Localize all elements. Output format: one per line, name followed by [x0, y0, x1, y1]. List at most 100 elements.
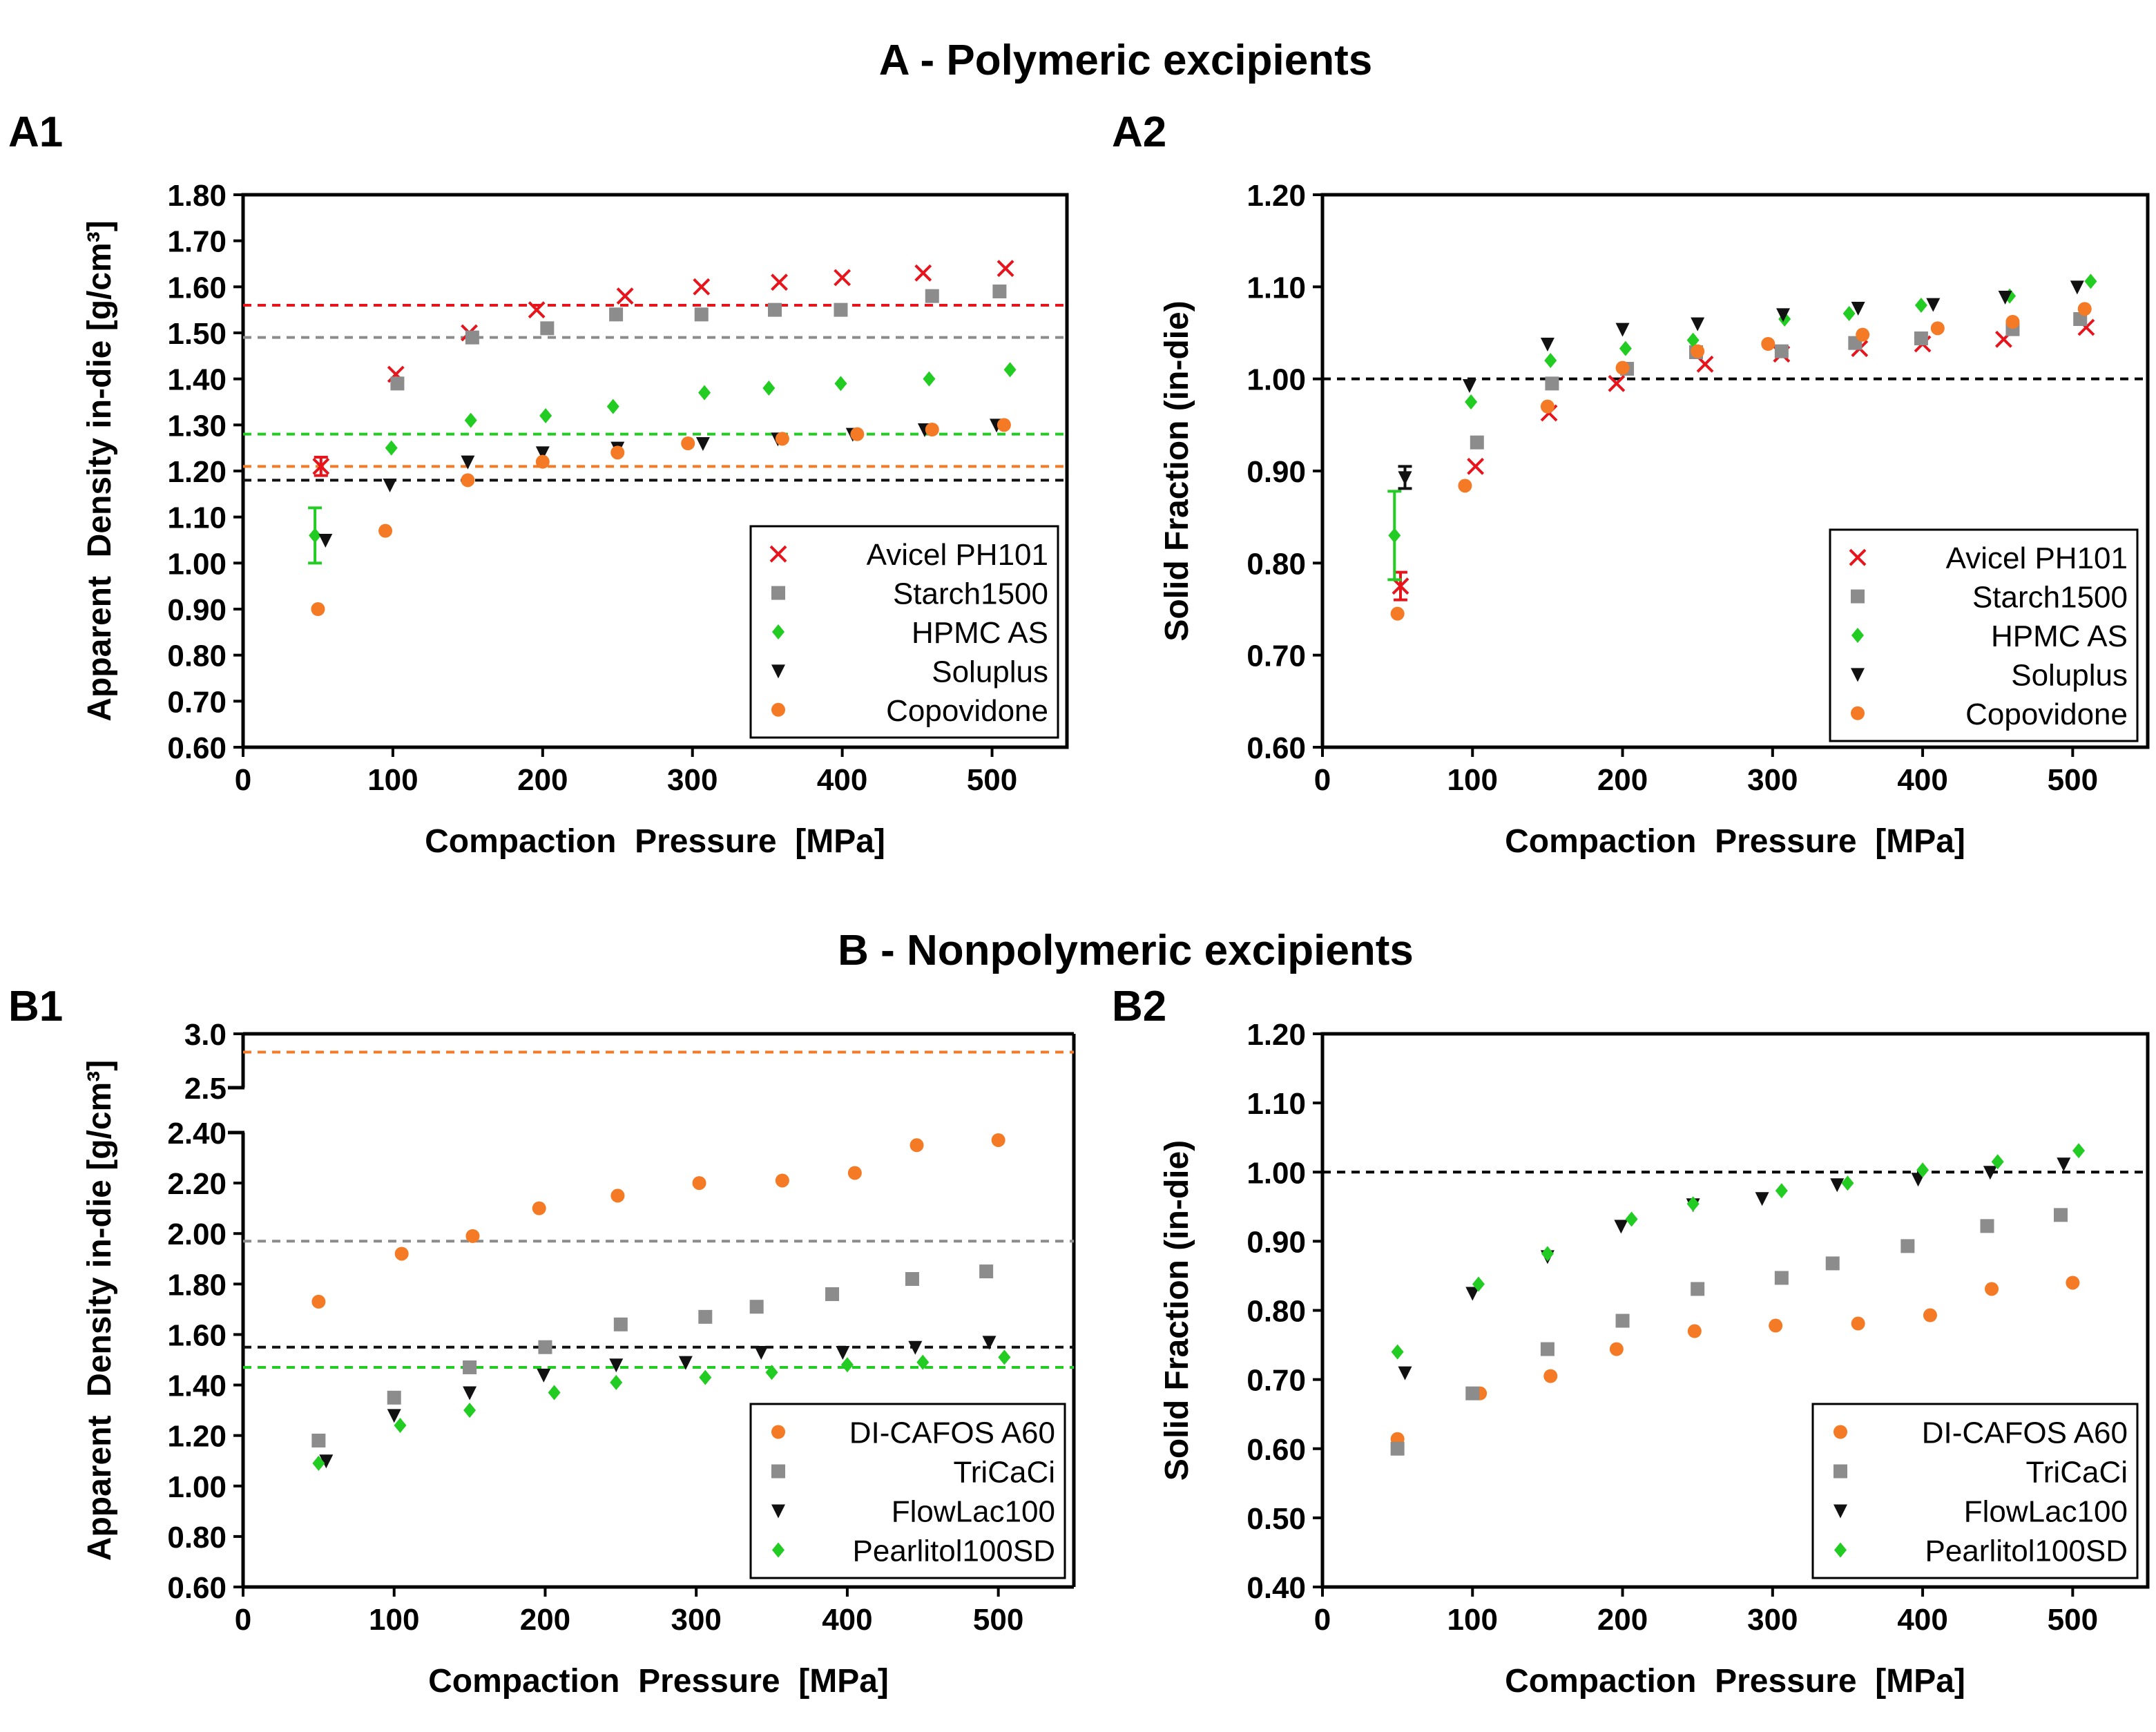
- chart-b2-x-tick-label: 500: [2048, 1603, 2098, 1637]
- chart-b2-legend-marker-3: [1834, 1542, 1847, 1558]
- chart-a1-point-2-7: [834, 376, 847, 392]
- chart-b1-point-0-2: [465, 1229, 480, 1243]
- chart-b1-point-0-5: [692, 1176, 706, 1191]
- chart-b1-legend-marker-2: [771, 1504, 785, 1519]
- chart-b1-x-tick-label: 500: [973, 1603, 1023, 1637]
- chart-a1-point-4-3: [535, 454, 550, 469]
- chart-a1-x-axis-label: Compaction Pressure [MPa]: [425, 823, 885, 860]
- chart-b2-y-axis-label: Solid Fraction (in-die): [1159, 1140, 1195, 1481]
- chart-b1-legend-label: Pearlitol100SD: [853, 1534, 1056, 1568]
- chart-b1-x-tick-label: 100: [369, 1603, 419, 1637]
- chart-b2-y-tick-label: 0.90: [1247, 1225, 1306, 1259]
- chart-b1-y-tick-label: 1.00: [167, 1470, 227, 1504]
- chart-b2-point-2-3: [1614, 1220, 1628, 1234]
- chart-a2-point-4-7: [1930, 321, 1945, 336]
- chart-b1-legend: [749, 1403, 1066, 1579]
- chart-a1-point-3-3: [535, 446, 550, 461]
- chart-a2-point-4-5: [1761, 337, 1775, 351]
- chart-b2-y-tick-label: 1.10: [1247, 1087, 1306, 1121]
- chart-a1-y-axis-label: Apparent Density in-die [g/cm³]: [81, 220, 118, 721]
- chart-a1-y-tick-label: 0.90: [167, 593, 227, 627]
- chart-a2-point-4-8: [2005, 315, 2020, 329]
- chart-b2-point-2-6: [1830, 1178, 1845, 1193]
- chart-a1-point-2-2: [464, 412, 477, 428]
- chart-a2-point-3-6: [1851, 302, 1865, 316]
- chart-b1-point-0-4: [610, 1189, 625, 1203]
- chart-a2-point-2-2: [1544, 353, 1557, 368]
- chart-a1-point-4-6: [775, 432, 789, 446]
- chart-a2-y-tick-label: 0.60: [1247, 731, 1306, 765]
- chart-a1-point-3-2: [461, 455, 475, 470]
- chart-b1-y-tick-label: 2.20: [167, 1167, 227, 1201]
- chart-b1-point-1-4: [613, 1317, 628, 1331]
- chart-a1-point-0-6: [771, 273, 788, 291]
- chart-b1-legend-label: FlowLac100: [892, 1495, 1055, 1529]
- chart-a2-point-2-9: [2084, 273, 2097, 289]
- chart-a1-point-1-2: [540, 321, 555, 336]
- chart-a1-legend-label: Starch1500: [893, 577, 1048, 611]
- chart-a1-legend-label: Soluplus: [932, 655, 1048, 689]
- chart-b2-point-1-0: [1390, 1441, 1405, 1456]
- chart-a1-x-tick-label: 200: [517, 763, 568, 797]
- chart-b2-legend: [1811, 1403, 2139, 1579]
- chart-a2-point-2-1: [1465, 394, 1478, 410]
- chart-a2-point-3-2: [1540, 338, 1555, 352]
- chart-a2-x-tick-label: 200: [1597, 763, 1648, 797]
- chart-b2-point-2-1: [1465, 1287, 1480, 1301]
- chart-b1-x-tick-label: 200: [520, 1603, 570, 1637]
- chart-a2-y-tick-label: 0.70: [1247, 639, 1306, 673]
- chart-b1-point-3-0: [312, 1455, 325, 1471]
- chart-a1-point-1-4: [694, 307, 709, 322]
- chart-a1-x-tick-label: 500: [967, 763, 1017, 797]
- chart-a2-point-4-1: [1458, 479, 1472, 493]
- chart-b1-x-tick-label: 300: [671, 1603, 721, 1637]
- chart-b1-point-0-6: [775, 1173, 789, 1188]
- chart-a1-y-tick-label: 1.20: [167, 455, 227, 489]
- chart-b1-point-1-3: [538, 1340, 552, 1354]
- chart-b1-point-1-1: [387, 1390, 401, 1405]
- chart-b2-legend-label: FlowLac100: [1964, 1495, 2128, 1529]
- chart-a2-point-3-9: [2070, 280, 2084, 295]
- chart-a2-panel-label: A2: [1112, 108, 1166, 156]
- chart-b2-point-3-6: [1841, 1175, 1854, 1191]
- chart-a1-point-1-0: [390, 376, 405, 391]
- chart-b1-y-tick-label: 3.0: [184, 1018, 227, 1052]
- chart-a1-point-2-8: [923, 371, 936, 387]
- chart-b2-x-tick-label: 400: [1897, 1603, 1947, 1637]
- chart-b1-point-2-5: [678, 1356, 693, 1370]
- chart-b2-legend-label: TriCaCi: [2026, 1456, 2128, 1490]
- panel-a2: A2 0.60 0.70 0.80 0.90 1.00 1.10 1.20 0 100 200 300…: [1112, 108, 2150, 860]
- chart-a2-point-2-4: [1686, 332, 1700, 348]
- chart-a1-point-2-6: [762, 381, 776, 396]
- chart-b1-legend-marker-0: [771, 1425, 785, 1439]
- chart-b2-y-tick-label: 0.40: [1247, 1571, 1306, 1605]
- chart-b1-y-tick-label: 1.60: [167, 1318, 227, 1352]
- panel-a1: A1 0.60 0.70 0.80 0.90 1.00 1.10 1.20 1.30 1.40 1.…: [8, 108, 1069, 860]
- chart-a1-point-4-1: [378, 523, 393, 538]
- chart-b1-legend-marker-1: [771, 1464, 785, 1479]
- chart-a2-point-2-3: [1619, 340, 1632, 356]
- chart-a1-point-4-0: [311, 602, 325, 616]
- chart-b2-point-3-0: [1391, 1344, 1404, 1360]
- chart-a2-point-1-0: [1470, 435, 1484, 450]
- chart-b2-point-1-1: [1465, 1386, 1480, 1401]
- chart-b1-y-tick-label: 2.00: [167, 1218, 227, 1251]
- chart-b2-point-0-8: [1985, 1282, 1999, 1296]
- chart-a2-point-3-5: [1776, 308, 1791, 323]
- chart-b2-point-3-7: [1916, 1162, 1929, 1178]
- chart-b2-point-0-2: [1543, 1369, 1558, 1383]
- chart-a2-point-3-4: [1691, 317, 1705, 331]
- chart-b1-y-tick-label: 0.60: [167, 1571, 227, 1605]
- chart-a2-point-1-6: [1914, 331, 1928, 345]
- chart-b2-point-2-9: [2057, 1157, 2071, 1172]
- chart-a1-y-tick-label: 1.10: [167, 501, 227, 535]
- chart-a2-x-tick-label: 500: [2048, 763, 2098, 797]
- chart-a2-point-3-3: [1615, 323, 1630, 337]
- chart-b1-x-tick-label: 0: [235, 1603, 251, 1637]
- chart-b1-point-2-8: [908, 1340, 923, 1355]
- chart-b1-y-tick-label: 2.5: [184, 1072, 227, 1106]
- chart-b2-y-tick-label: 0.80: [1247, 1295, 1306, 1329]
- chart-a1-point-1-3: [609, 307, 624, 322]
- chart-a2-point-3-0: [1398, 471, 1412, 485]
